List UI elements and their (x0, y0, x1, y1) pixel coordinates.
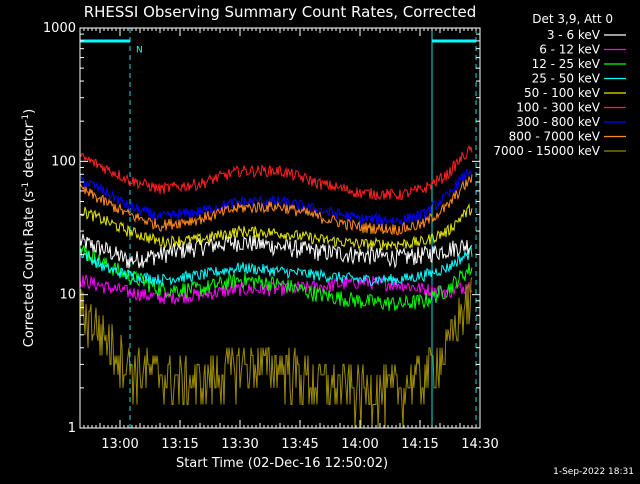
x-axis: 13:00 13:15 13:30 13:45 14:00 14:15 14:30 (79, 28, 499, 452)
legend-label-1: 6 - 12 keV (539, 43, 601, 57)
y-tick-label-0: 1 (68, 421, 76, 436)
series-line-2 (79, 244, 473, 311)
annotation-0: N (136, 46, 143, 56)
y-axis-label-part-e: ) (22, 109, 37, 114)
legend-label-0: 3 - 6 keV (547, 28, 601, 42)
x-tick-label-0: 13:00 (101, 437, 138, 452)
series-line-0 (79, 233, 473, 269)
legend-title: Det 3,9, Att 0 (532, 12, 613, 26)
legend-label-4: 50 - 100 keV (524, 86, 601, 100)
legend-label-6: 300 - 800 keV (516, 115, 600, 129)
x-tick-label-6: 14:30 (461, 437, 498, 452)
x-tick-label-3: 13:45 (281, 437, 318, 452)
y-tick-label-3: 1000 (43, 21, 76, 36)
series-line-3 (79, 246, 473, 287)
y-tick-label-2: 100 (51, 154, 76, 169)
series-line-8 (79, 277, 473, 429)
legend-label-7: 800 - 7000 keV (509, 130, 601, 144)
y-axis-label-superscript-1: -1 (21, 182, 31, 191)
y-axis: 1 10 100 1000 (43, 21, 480, 436)
series-line-5 (79, 144, 473, 201)
legend-label-5: 100 - 300 keV (516, 101, 600, 115)
legend-label-3: 25 - 50 keV (532, 72, 601, 86)
y-axis-label-superscript-2: -1 (21, 114, 31, 123)
series-line-7 (79, 174, 473, 236)
x-tick-label-1: 13:15 (161, 437, 198, 452)
y-axis-label: Corrected Count Rate (s-1 detector-1) (21, 109, 37, 347)
x-tick-label-4: 14:00 (341, 437, 378, 452)
render-timestamp: 1-Sep-2022 18:31 (553, 467, 634, 477)
x-axis-label: Start Time (02-Dec-16 12:50:02) (176, 456, 388, 471)
series-layer (79, 144, 473, 429)
chart-title: RHESSI Observing Summary Count Rates, Co… (84, 3, 477, 21)
legend-label-2: 12 - 25 keV (532, 57, 601, 71)
series-line-4 (79, 202, 473, 251)
x-tick-label-2: 13:30 (221, 437, 258, 452)
series-line-6 (79, 168, 473, 226)
y-tick-label-1: 10 (59, 288, 76, 303)
legend-label-8: 7000 - 15000 keV (493, 144, 600, 158)
y-axis-label-part-a: Corrected Count Rate (s (22, 191, 37, 348)
y-axis-label-part-c: detector (22, 122, 37, 182)
x-tick-label-5: 14:15 (401, 437, 438, 452)
